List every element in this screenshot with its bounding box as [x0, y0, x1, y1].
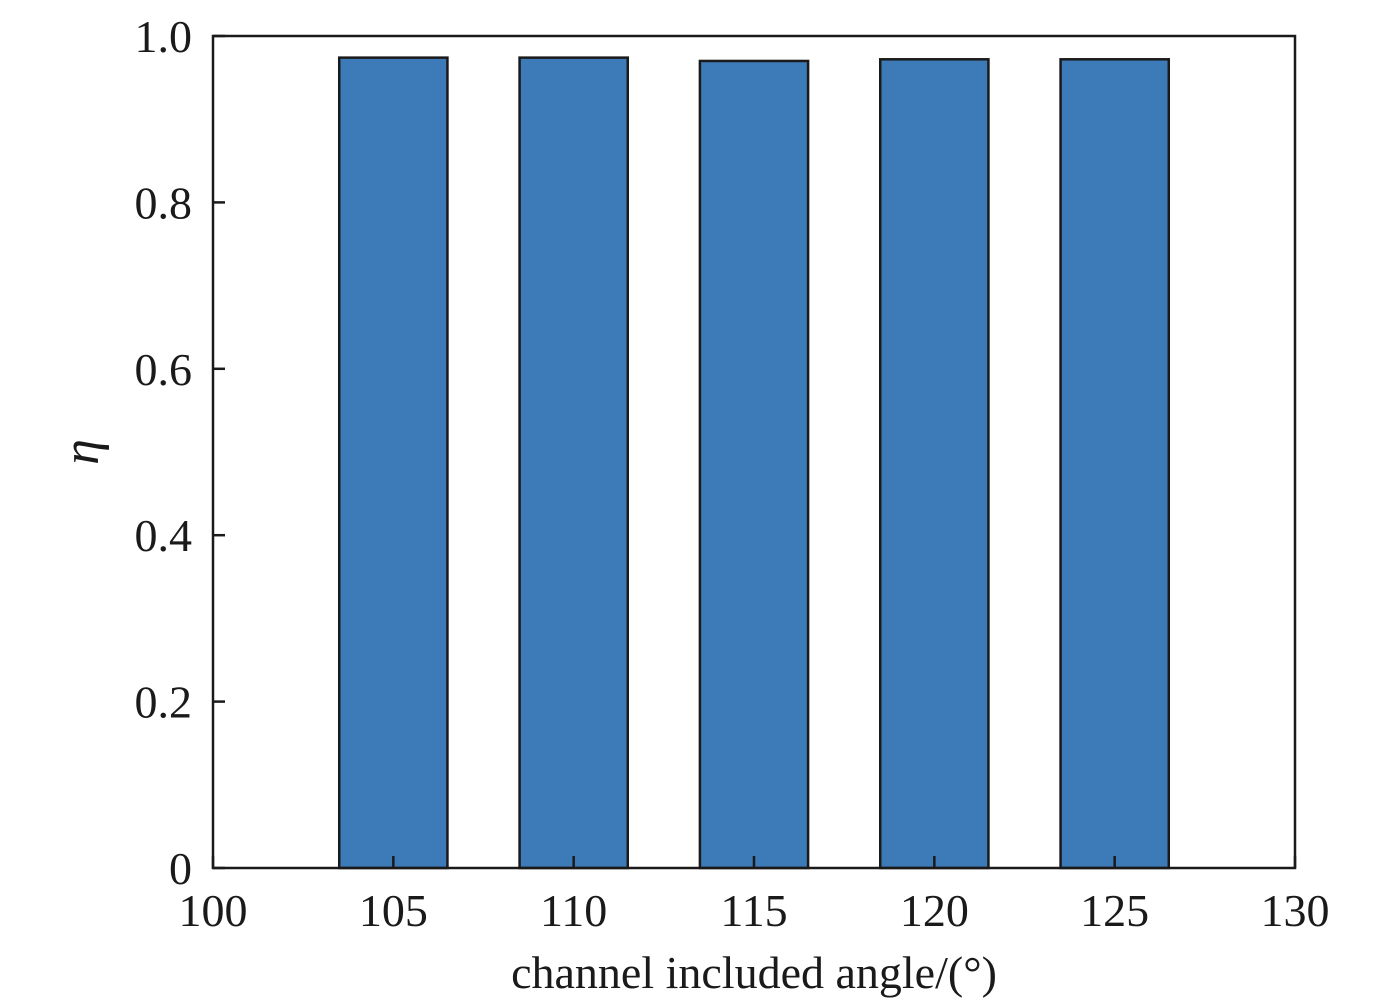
bar-115 — [698, 59, 810, 870]
bar-120 — [878, 58, 990, 870]
y-axis-ticks: 0 0.2 0.4 0.6 0.8 1.0 — [135, 11, 225, 894]
bar-105 — [337, 56, 449, 870]
y-tick-label: 0.4 — [135, 510, 193, 561]
x-tick-label: 110 — [540, 885, 607, 936]
bars-group — [337, 56, 1171, 870]
x-tick-label: 120 — [900, 885, 969, 936]
y-tick-label: 0.6 — [135, 344, 193, 395]
x-axis-label: channel included angle/(°) — [511, 947, 997, 998]
x-tick-label: 115 — [720, 885, 787, 936]
x-tick-label: 125 — [1080, 885, 1149, 936]
y-axis-label: η — [53, 439, 110, 465]
bar-110 — [518, 56, 630, 870]
y-tick-label: 1.0 — [135, 11, 193, 62]
bar-125 — [1059, 58, 1171, 870]
x-tick-label: 105 — [359, 885, 428, 936]
y-tick-label: 0.2 — [135, 677, 193, 728]
x-tick-label: 130 — [1261, 885, 1330, 936]
x-axis-ticks: 100 105 110 115 120 125 130 — [179, 856, 1330, 936]
y-tick-label: 0.8 — [135, 177, 193, 228]
y-tick-label: 0 — [169, 843, 192, 894]
x-tick-label: 100 — [179, 885, 248, 936]
